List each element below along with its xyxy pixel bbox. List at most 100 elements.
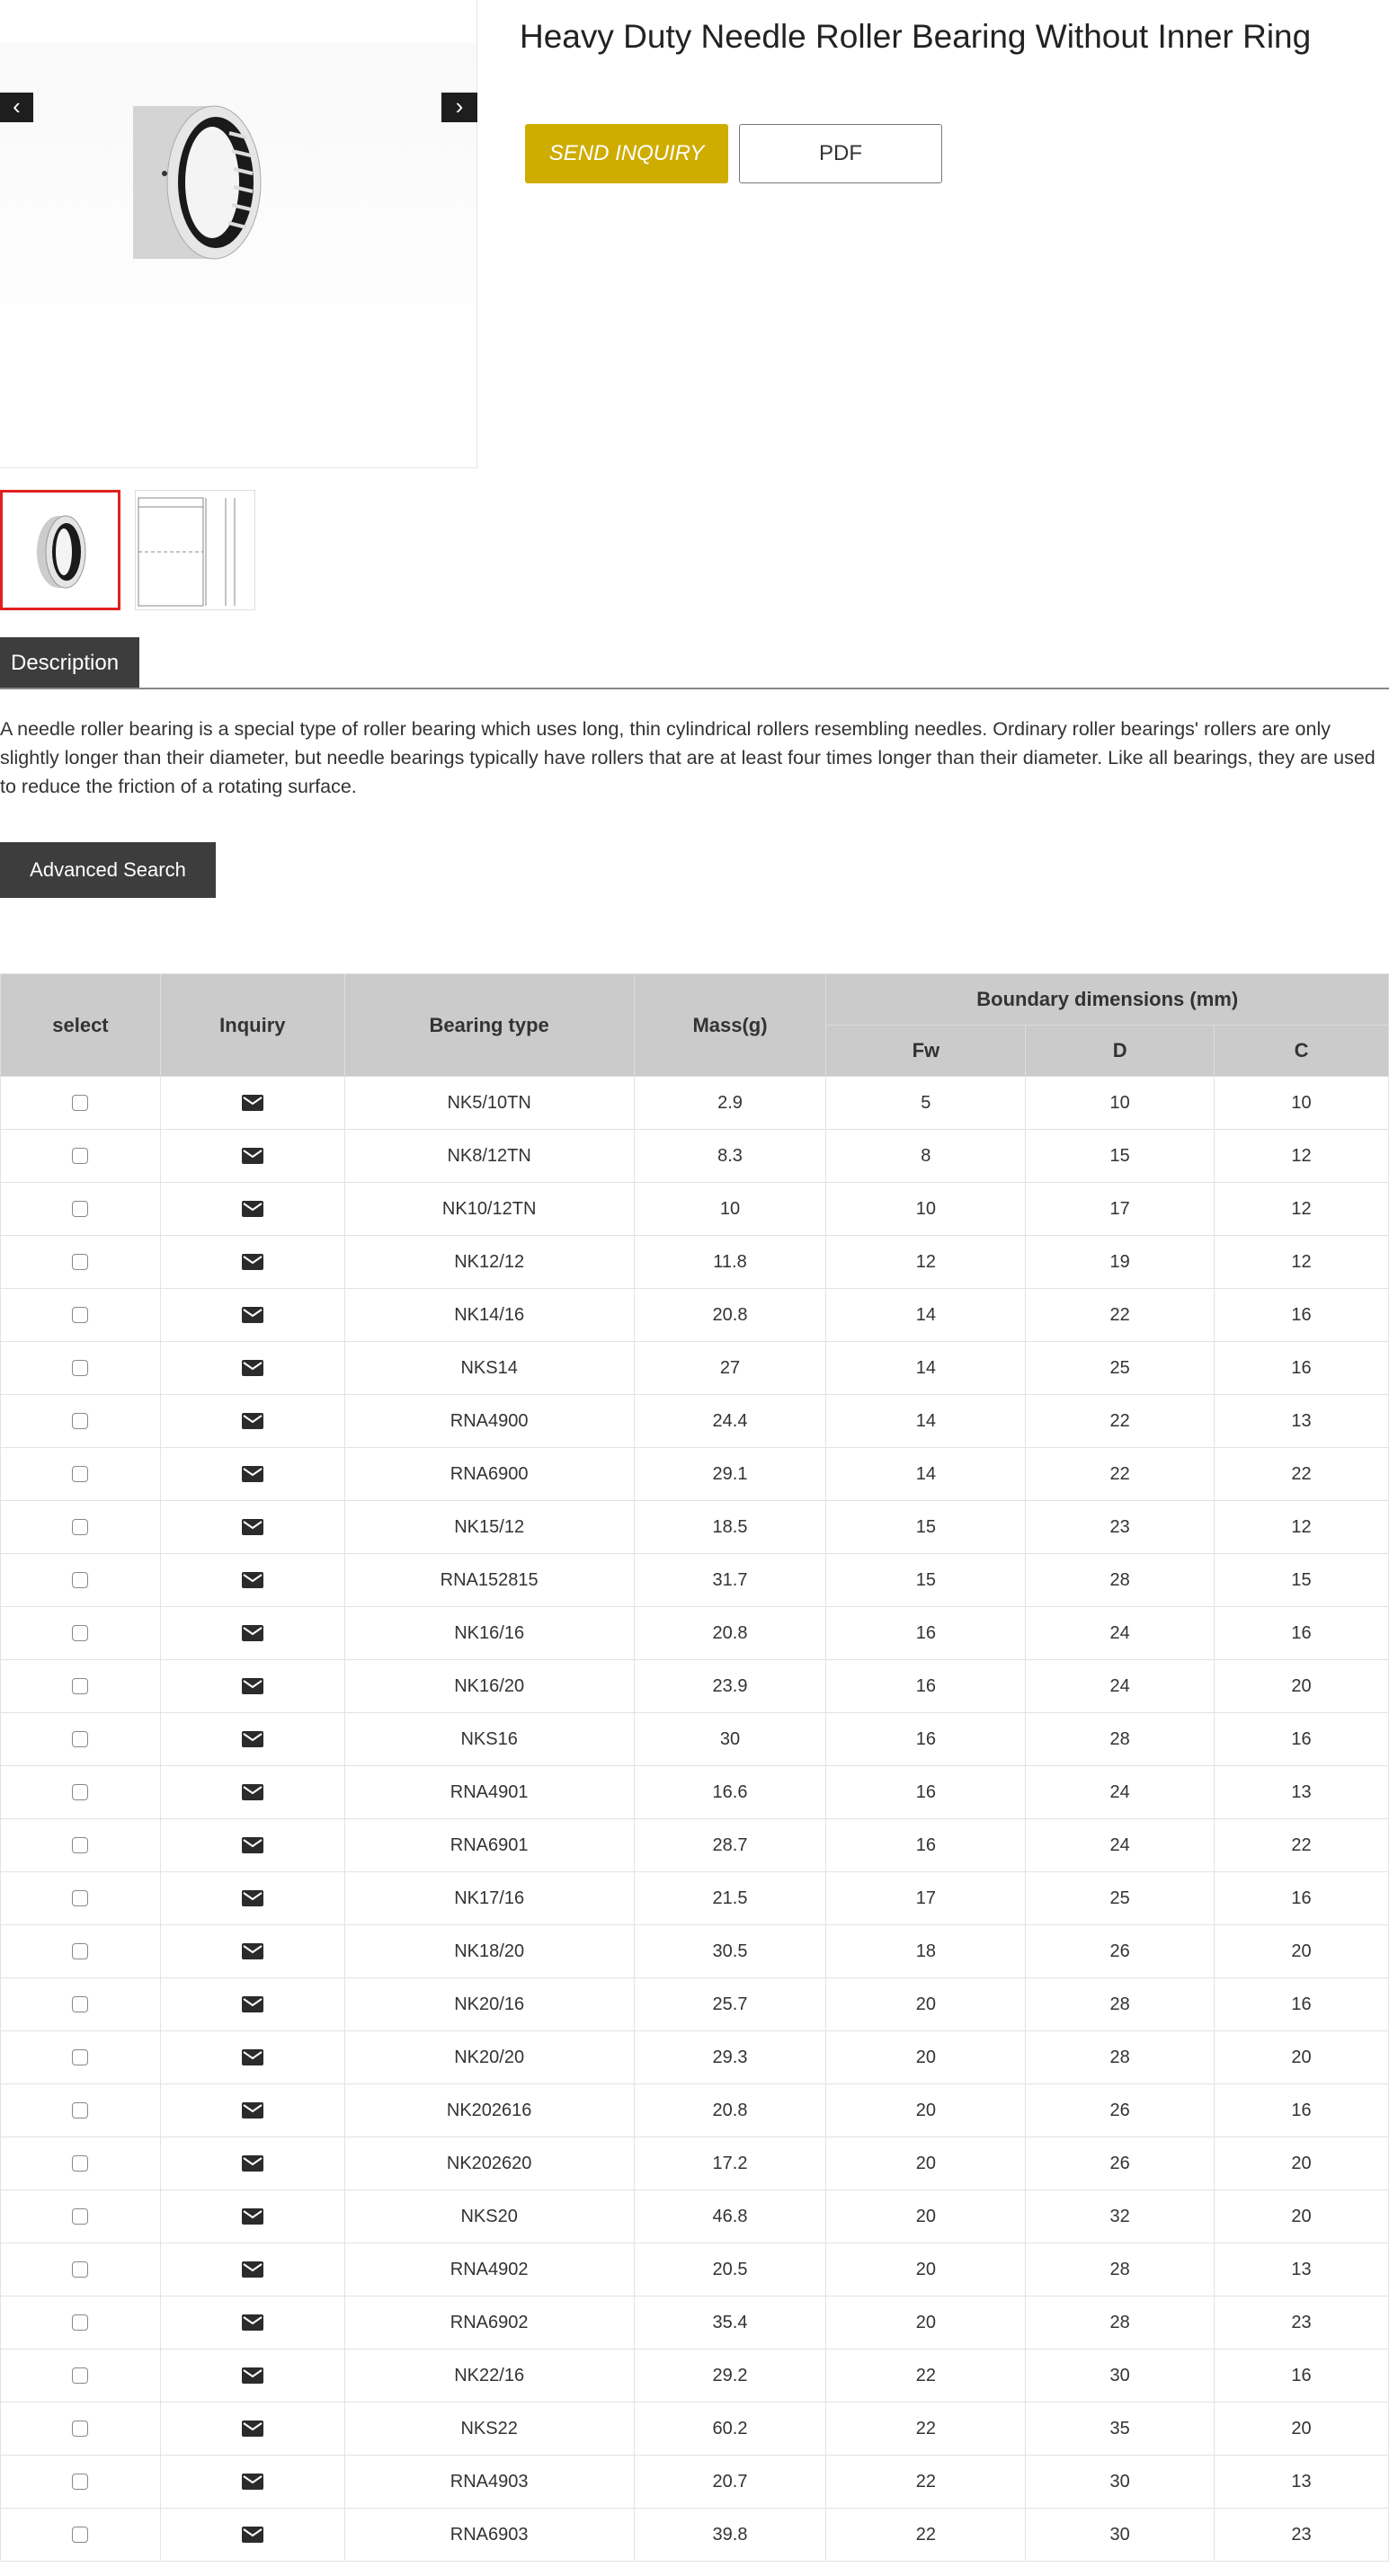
- row-select-checkbox[interactable]: [72, 1413, 89, 1430]
- tab-description[interactable]: Description: [0, 637, 139, 688]
- row-select-checkbox[interactable]: [72, 1784, 89, 1801]
- row-select-checkbox[interactable]: [72, 2049, 89, 2066]
- row-select-checkbox[interactable]: [72, 1625, 89, 1642]
- envelope-icon[interactable]: [241, 1095, 263, 1112]
- row-select-checkbox[interactable]: [72, 2261, 89, 2278]
- bearing-type-cell: NK20/20: [343, 2030, 635, 2084]
- envelope-icon[interactable]: [241, 1360, 263, 1377]
- gallery-prev-button[interactable]: ‹: [0, 93, 33, 122]
- bearing-type-cell: RNA4900: [343, 1394, 635, 1448]
- select-cell: [0, 1129, 161, 1183]
- envelope-icon[interactable]: [241, 1837, 263, 1854]
- envelope-icon[interactable]: [241, 2527, 263, 2544]
- fw-cell: 22: [825, 2455, 1027, 2509]
- chevron-right-icon: ›: [455, 93, 464, 120]
- row-select-checkbox[interactable]: [72, 1466, 89, 1483]
- row-select-checkbox[interactable]: [72, 2155, 89, 2172]
- select-cell: [0, 2296, 161, 2349]
- row-select-checkbox[interactable]: [72, 1095, 89, 1112]
- thumbnail-photo[interactable]: [0, 490, 120, 610]
- advanced-search-button[interactable]: Advanced Search: [0, 842, 216, 898]
- row-select-checkbox[interactable]: [72, 2527, 89, 2544]
- mass-cell: 23.9: [633, 1659, 827, 1713]
- d-cell: 28: [1025, 1712, 1215, 1766]
- envelope-icon[interactable]: [241, 1890, 263, 1907]
- gallery-next-button[interactable]: ›: [441, 93, 477, 122]
- row-select-checkbox[interactable]: [72, 1943, 89, 1960]
- table-row: NK8/12TN 8.3 8 15 12: [0, 1129, 1389, 1183]
- select-cell: [0, 1606, 161, 1660]
- product-image: [0, 43, 476, 304]
- d-cell: 17: [1025, 1182, 1215, 1236]
- envelope-icon[interactable]: [241, 2314, 263, 2332]
- inquiry-cell: [159, 1129, 345, 1183]
- pdf-button[interactable]: PDF: [739, 124, 942, 183]
- envelope-icon[interactable]: [241, 2421, 263, 2438]
- row-select-checkbox[interactable]: [72, 1307, 89, 1324]
- envelope-icon[interactable]: [241, 1784, 263, 1801]
- envelope-icon[interactable]: [241, 2261, 263, 2278]
- envelope-icon[interactable]: [241, 1466, 263, 1483]
- row-select-checkbox[interactable]: [72, 1837, 89, 1854]
- envelope-icon[interactable]: [241, 1519, 263, 1536]
- envelope-icon[interactable]: [241, 1625, 263, 1642]
- envelope-icon[interactable]: [241, 1943, 263, 1960]
- row-select-checkbox[interactable]: [72, 1678, 89, 1695]
- row-select-checkbox[interactable]: [72, 1148, 89, 1165]
- fw-cell: 14: [825, 1447, 1027, 1501]
- header-boundary-dimensions: Boundary dimensions (mm): [825, 973, 1389, 1026]
- d-cell: 23: [1025, 1500, 1215, 1554]
- send-inquiry-button[interactable]: SEND INQUIRY: [525, 124, 728, 183]
- mass-cell: 39.8: [633, 2508, 827, 2562]
- envelope-icon[interactable]: [241, 1148, 263, 1165]
- envelope-icon[interactable]: [241, 1254, 263, 1271]
- row-select-checkbox[interactable]: [72, 2474, 89, 2491]
- table-row: RNA4902 20.5 20 28 13: [0, 2243, 1389, 2296]
- table-row: NKS22 60.2 22 35 20: [0, 2402, 1389, 2456]
- envelope-icon[interactable]: [241, 1996, 263, 2013]
- envelope-icon[interactable]: [241, 1201, 263, 1218]
- row-select-checkbox[interactable]: [72, 1360, 89, 1377]
- fw-cell: 16: [825, 1712, 1027, 1766]
- row-select-checkbox[interactable]: [72, 1519, 89, 1536]
- table-row: RNA4903 20.7 22 30 13: [0, 2455, 1389, 2509]
- envelope-icon[interactable]: [241, 2155, 263, 2172]
- select-cell: [0, 1924, 161, 1978]
- chevron-left-icon: ‹: [13, 93, 21, 120]
- row-select-checkbox[interactable]: [72, 1890, 89, 1907]
- fw-cell: 22: [825, 2508, 1027, 2562]
- envelope-icon[interactable]: [241, 2367, 263, 2385]
- inquiry-cell: [159, 1235, 345, 1289]
- envelope-icon[interactable]: [241, 1678, 263, 1695]
- d-cell: 26: [1025, 1924, 1215, 1978]
- select-cell: [0, 1765, 161, 1819]
- envelope-icon[interactable]: [241, 2208, 263, 2225]
- bearing-type-cell: NKS20: [343, 2190, 635, 2243]
- envelope-icon[interactable]: [241, 1307, 263, 1324]
- mass-cell: 35.4: [633, 2296, 827, 2349]
- row-select-checkbox[interactable]: [72, 1254, 89, 1271]
- row-select-checkbox[interactable]: [72, 1201, 89, 1218]
- d-cell: 24: [1025, 1765, 1215, 1819]
- row-select-checkbox[interactable]: [72, 2421, 89, 2438]
- mass-cell: 29.3: [633, 2030, 827, 2084]
- envelope-icon[interactable]: [241, 2102, 263, 2119]
- row-select-checkbox[interactable]: [72, 1996, 89, 2013]
- row-select-checkbox[interactable]: [72, 1731, 89, 1748]
- d-cell: 28: [1025, 1977, 1215, 2031]
- envelope-icon[interactable]: [241, 1731, 263, 1748]
- row-select-checkbox[interactable]: [72, 1572, 89, 1589]
- row-select-checkbox[interactable]: [72, 2367, 89, 2385]
- select-cell: [0, 2190, 161, 2243]
- row-select-checkbox[interactable]: [72, 2314, 89, 2332]
- bearing-type-cell: RNA152815: [343, 1553, 635, 1607]
- envelope-icon[interactable]: [241, 1572, 263, 1589]
- c-cell: 20: [1214, 2030, 1389, 2084]
- row-select-checkbox[interactable]: [72, 2208, 89, 2225]
- envelope-icon[interactable]: [241, 1413, 263, 1430]
- d-cell: 25: [1025, 1871, 1215, 1925]
- row-select-checkbox[interactable]: [72, 2102, 89, 2119]
- envelope-icon[interactable]: [241, 2474, 263, 2491]
- envelope-icon[interactable]: [241, 2049, 263, 2066]
- thumbnail-drawing[interactable]: [135, 490, 255, 610]
